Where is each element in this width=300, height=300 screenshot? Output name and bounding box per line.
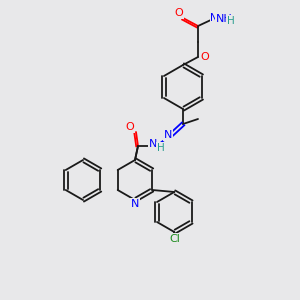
Text: H: H: [227, 16, 235, 26]
Text: O: O: [126, 122, 134, 132]
Text: N: N: [164, 130, 172, 140]
Text: O: O: [201, 52, 209, 62]
Text: NH: NH: [210, 13, 226, 23]
Text: N: N: [149, 139, 157, 149]
Text: N: N: [131, 199, 139, 209]
Text: O: O: [175, 8, 183, 18]
Text: H: H: [157, 143, 165, 153]
Text: Cl: Cl: [169, 234, 180, 244]
Text: NH: NH: [216, 14, 233, 24]
Text: 2: 2: [226, 16, 232, 25]
